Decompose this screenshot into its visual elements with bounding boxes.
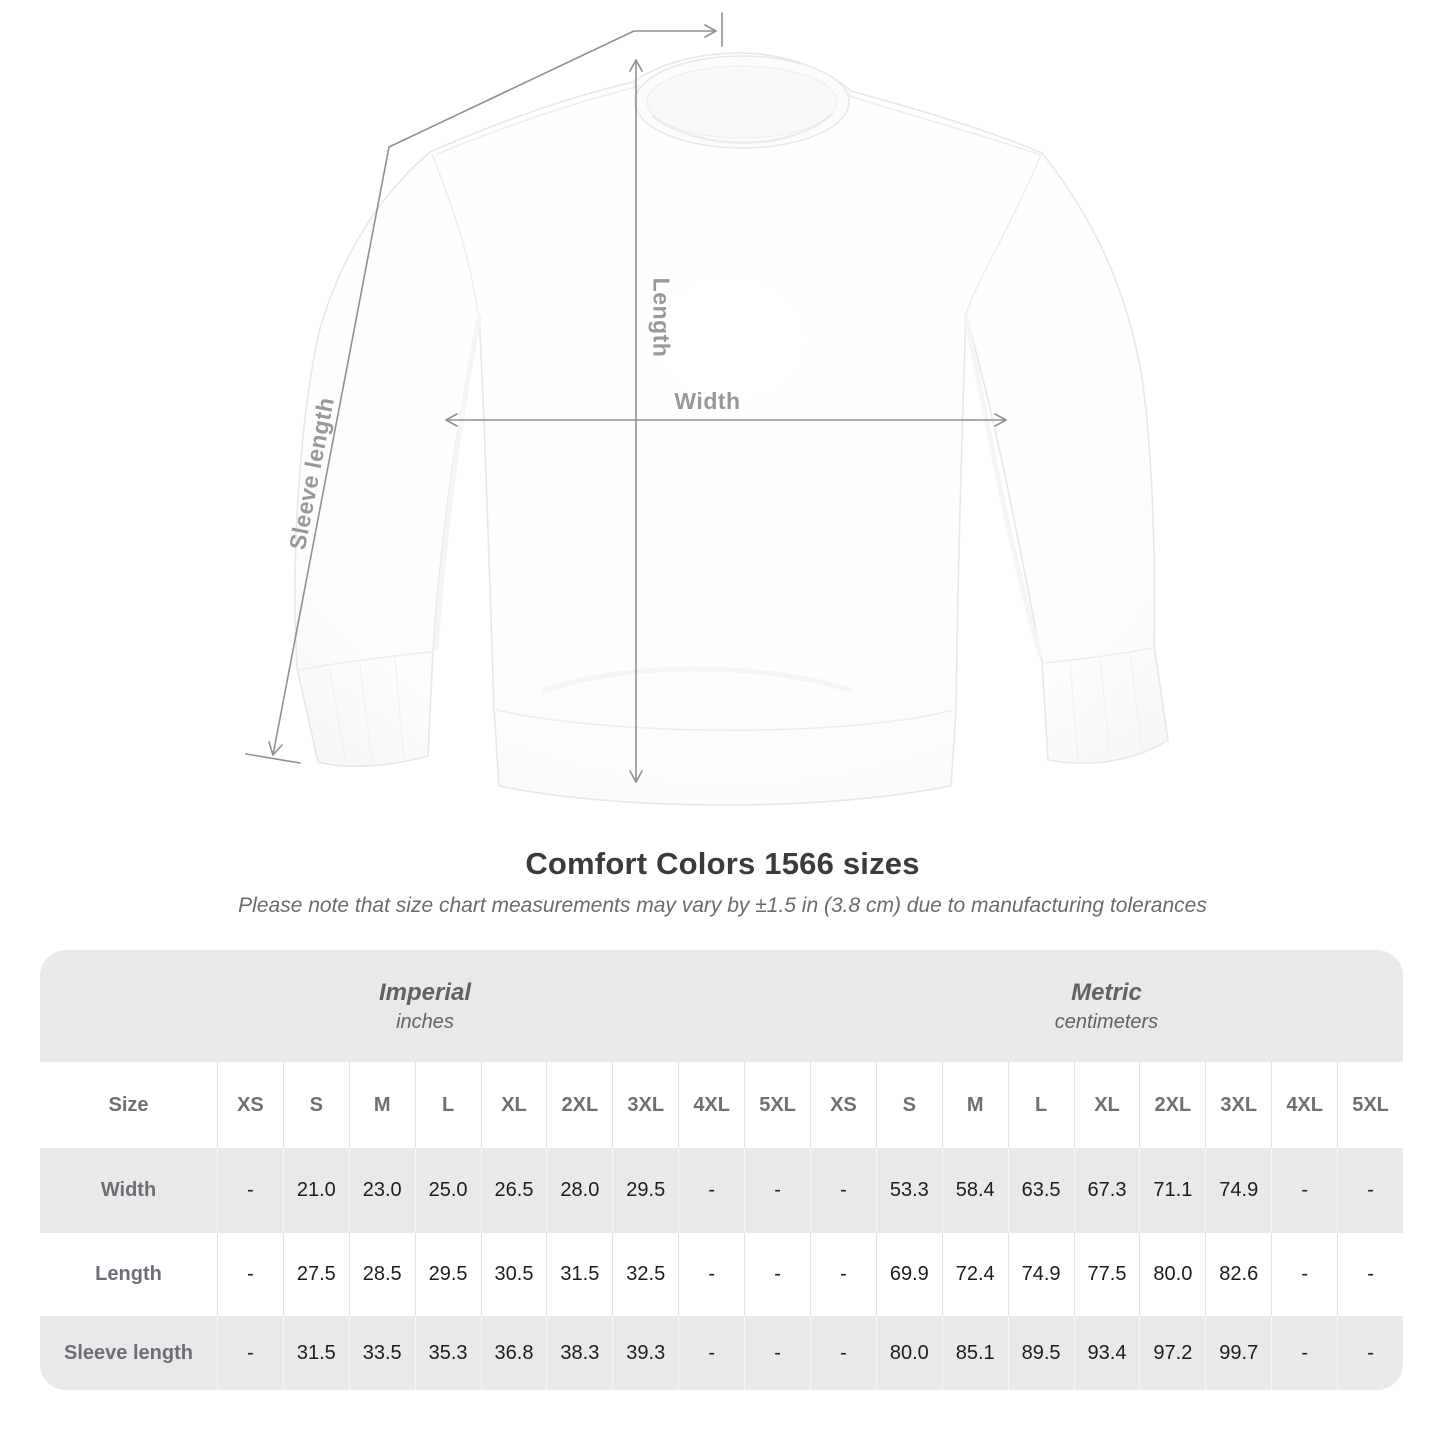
table-cell: 72.4 xyxy=(941,1233,1008,1316)
table-cell: 30.5 xyxy=(480,1233,547,1316)
size-header: M xyxy=(941,1062,1008,1148)
table-cell: 58.4 xyxy=(941,1148,1008,1233)
table-cell: 33.5 xyxy=(348,1316,415,1390)
size-header: M xyxy=(348,1062,415,1148)
table-cell: - xyxy=(217,1233,283,1316)
table-cell: - xyxy=(809,1148,876,1233)
row-label: Sleeve length xyxy=(40,1316,217,1390)
table-cell: 82.6 xyxy=(1205,1233,1272,1316)
size-header: S xyxy=(875,1062,942,1148)
sweatshirt-measurement-diagram: Sleeve length Length Width xyxy=(245,12,1169,806)
table-cell: 74.9 xyxy=(1205,1148,1272,1233)
table-cell: 35.3 xyxy=(414,1316,481,1390)
table-cell: - xyxy=(678,1233,745,1316)
table-cell: - xyxy=(744,1233,810,1316)
size-header: 5XL xyxy=(744,1062,810,1148)
table-cell: 77.5 xyxy=(1073,1233,1140,1316)
sweatshirt-body xyxy=(294,52,1169,806)
table-cell: - xyxy=(678,1148,745,1233)
table-cell: 71.1 xyxy=(1139,1148,1206,1233)
cuff-ribbing xyxy=(329,651,1143,765)
table-cell: 28.0 xyxy=(546,1148,613,1233)
size-header: 4XL xyxy=(1271,1062,1338,1148)
table-cell: - xyxy=(1337,1148,1403,1233)
size-header: 5XL xyxy=(1337,1062,1403,1148)
table-cell: - xyxy=(217,1316,283,1390)
table-cell: - xyxy=(1337,1233,1403,1316)
table-cell: 28.5 xyxy=(348,1233,415,1316)
size-header: 4XL xyxy=(678,1062,745,1148)
table-cell: 80.0 xyxy=(1139,1233,1206,1316)
size-header: 2XL xyxy=(1139,1062,1206,1148)
metric-header-title: Metric xyxy=(1071,978,1142,1006)
collar xyxy=(632,55,852,149)
size-header: L xyxy=(1007,1062,1074,1148)
table-cell: 36.8 xyxy=(480,1316,547,1390)
table-cell: 25.0 xyxy=(414,1148,481,1233)
table-cell: 93.4 xyxy=(1073,1316,1140,1390)
table-cell: 89.5 xyxy=(1007,1316,1074,1390)
sleeve-length-arrow xyxy=(245,12,723,764)
table-cell: 38.3 xyxy=(546,1316,613,1390)
table-cell: 99.7 xyxy=(1205,1316,1272,1390)
table-cell: 97.2 xyxy=(1139,1316,1206,1390)
size-header: 2XL xyxy=(546,1062,613,1148)
row-label: Width xyxy=(40,1148,217,1233)
imperial-header: Imperial inches xyxy=(40,950,810,1062)
table-cell: 29.5 xyxy=(612,1148,679,1233)
table-cell: - xyxy=(1271,1148,1338,1233)
metric-header-unit: centimeters xyxy=(1054,1010,1159,1033)
table-cell: 69.9 xyxy=(875,1233,942,1316)
length-arrow xyxy=(629,59,643,783)
table-cell: 23.0 xyxy=(348,1148,415,1233)
table-cell: - xyxy=(744,1148,810,1233)
size-header: XS xyxy=(217,1062,283,1148)
table-cell: - xyxy=(809,1316,876,1390)
table-cell: 67.3 xyxy=(1073,1148,1140,1233)
page-title: Comfort Colors 1566 sizes xyxy=(525,846,920,881)
table-cell: 80.0 xyxy=(875,1316,942,1390)
size-header: XS xyxy=(809,1062,876,1148)
table-cell: - xyxy=(217,1148,283,1233)
table-cell: 31.5 xyxy=(546,1233,613,1316)
length-label: Length xyxy=(648,277,675,358)
table-cell: - xyxy=(1271,1233,1338,1316)
table-cell: - xyxy=(744,1316,810,1390)
fabric-creases xyxy=(433,315,1043,693)
size-table: Imperial inches Metric centimeters Size X… xyxy=(40,950,1403,1390)
table-cell: 29.5 xyxy=(414,1233,481,1316)
size-header: L xyxy=(414,1062,481,1148)
size-column-header: Size xyxy=(40,1062,217,1148)
tolerance-note: Please note that size chart measurements… xyxy=(238,894,1207,917)
size-header: 3XL xyxy=(612,1062,679,1148)
size-header: XL xyxy=(1073,1062,1140,1148)
table-cell: 74.9 xyxy=(1007,1233,1074,1316)
table-cell: 53.3 xyxy=(875,1148,942,1233)
row-label: Length xyxy=(40,1233,217,1316)
table-cell: - xyxy=(1271,1316,1338,1390)
table-cell: 26.5 xyxy=(480,1148,547,1233)
table-cell: - xyxy=(1337,1316,1403,1390)
table-cell: 27.5 xyxy=(282,1233,349,1316)
width-label: Width xyxy=(674,388,741,414)
sweatshirt-illustration xyxy=(245,12,1169,806)
size-header: S xyxy=(282,1062,349,1148)
width-arrow xyxy=(445,413,1007,427)
table-cell: - xyxy=(809,1233,876,1316)
table-cell: 21.0 xyxy=(282,1148,349,1233)
table-cell: 39.3 xyxy=(612,1316,679,1390)
size-header: XL xyxy=(480,1062,547,1148)
seam-lines xyxy=(298,85,1153,731)
metric-header: Metric centimeters xyxy=(809,950,1403,1062)
table-cell: 31.5 xyxy=(282,1316,349,1390)
table-cell: 85.1 xyxy=(941,1316,1008,1390)
imperial-header-unit: inches xyxy=(396,1010,454,1033)
size-header: 3XL xyxy=(1205,1062,1272,1148)
table-cell: 63.5 xyxy=(1007,1148,1074,1233)
imperial-header-title: Imperial xyxy=(378,978,472,1006)
table-cell: - xyxy=(678,1316,745,1390)
table-cell: 32.5 xyxy=(612,1233,679,1316)
